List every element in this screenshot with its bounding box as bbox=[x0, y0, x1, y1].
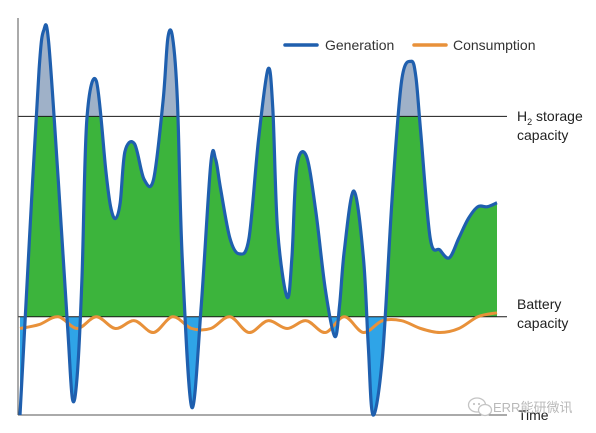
series-line-consumption bbox=[19, 311, 498, 334]
x-axis-label: Time bbox=[518, 407, 549, 423]
h2-storage-label-line1: H2 storage bbox=[517, 108, 583, 127]
h2-storage-label: H2 storage capacity bbox=[517, 108, 583, 143]
legend: Generation Consumption bbox=[283, 37, 536, 53]
wechat-icon bbox=[467, 397, 493, 417]
battery-label: Battery capacity bbox=[517, 296, 568, 331]
battery-label-line2: capacity bbox=[517, 315, 568, 331]
watermark-text: ERR能研微讯 bbox=[493, 400, 572, 415]
area-between-storage-levels bbox=[25, 116, 497, 317]
legend-label-consumption: Consumption bbox=[453, 37, 536, 53]
legend-label-generation: Generation bbox=[325, 37, 394, 53]
h2-storage-label-line2: capacity bbox=[517, 127, 568, 143]
watermark: ERR能研微讯 bbox=[467, 397, 572, 417]
battery-label-line1: Battery bbox=[517, 296, 561, 312]
series-line-generation bbox=[18, 23, 498, 417]
